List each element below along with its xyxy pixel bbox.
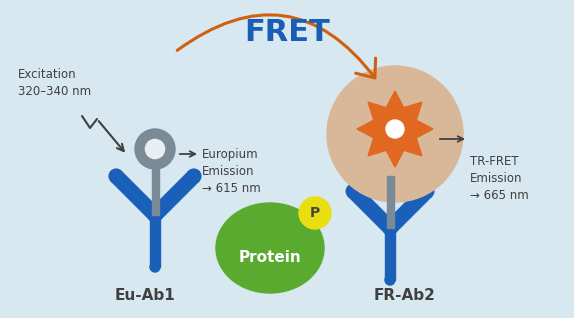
Polygon shape: [150, 215, 160, 267]
Text: FRET: FRET: [244, 18, 330, 47]
Circle shape: [383, 221, 397, 235]
Circle shape: [327, 66, 463, 202]
Text: Protein: Protein: [239, 251, 301, 266]
Circle shape: [135, 129, 175, 169]
Bar: [152, 167, 158, 215]
Circle shape: [386, 120, 404, 138]
Bar: [386, 176, 394, 228]
Text: TR-FRET
Emission
→ 665 nm: TR-FRET Emission → 665 nm: [470, 155, 529, 202]
Circle shape: [187, 169, 201, 183]
Polygon shape: [357, 91, 433, 167]
Circle shape: [385, 275, 395, 285]
Text: P: P: [310, 206, 320, 220]
Polygon shape: [348, 186, 395, 233]
Polygon shape: [150, 171, 199, 220]
Circle shape: [148, 208, 162, 222]
Circle shape: [346, 184, 360, 198]
Circle shape: [420, 184, 434, 198]
Circle shape: [150, 262, 160, 272]
Text: FR-Ab2: FR-Ab2: [374, 287, 436, 302]
Ellipse shape: [216, 203, 324, 293]
Circle shape: [145, 139, 165, 159]
Text: Excitation
320–340 nm: Excitation 320–340 nm: [18, 68, 91, 98]
Text: Europium
Emission
→ 615 nm: Europium Emission → 615 nm: [202, 148, 261, 195]
FancyArrowPatch shape: [177, 15, 375, 78]
Circle shape: [299, 197, 331, 229]
Circle shape: [109, 169, 123, 183]
Polygon shape: [111, 171, 160, 220]
Polygon shape: [385, 186, 432, 233]
Text: Eu-Ab1: Eu-Ab1: [115, 287, 176, 302]
Polygon shape: [385, 228, 395, 280]
